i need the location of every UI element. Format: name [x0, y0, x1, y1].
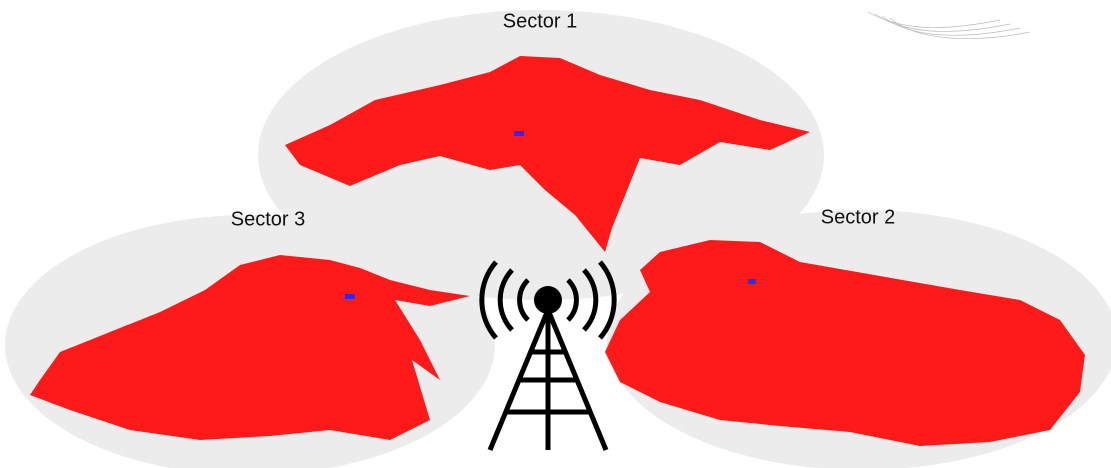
sector-label: Sector 1	[503, 10, 577, 32]
antenna-2	[748, 279, 756, 284]
decoration	[868, 12, 1030, 39]
tower-icon	[482, 262, 614, 450]
sector-diagram: Sector 1 Sector 2 Sector 3	[0, 0, 1111, 468]
sector-label: Sector 3	[231, 208, 305, 230]
antenna-3	[345, 294, 355, 299]
sector-label: Sector 2	[821, 206, 895, 228]
antenna-1	[514, 131, 524, 136]
